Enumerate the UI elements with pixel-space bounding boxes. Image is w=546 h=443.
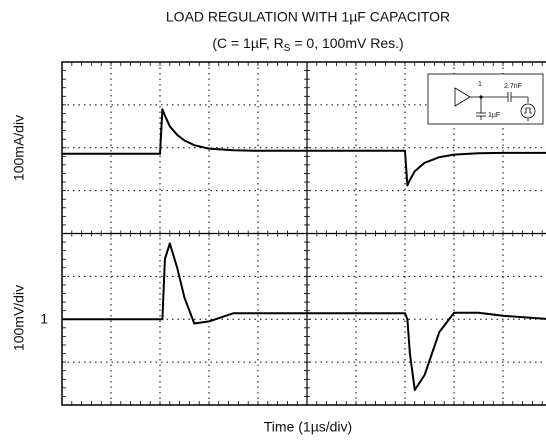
inset-label: 2.7nF [504,83,522,90]
chart-title: LOAD REGULATION WITH 1µF CAPACITOR [166,9,450,25]
x-axis-label: Time (1µs/div) [264,419,352,435]
trace [62,108,546,187]
inset-label: 1µF [488,112,500,119]
channel-marker: 1 [40,311,48,327]
y-axis-label: 100mV/div [11,285,27,351]
plot-border [61,61,546,406]
chart-subtitle: (C = 1µF, RS = 0, 100mV Res.) [212,35,403,54]
inset-label: 1 [478,81,482,88]
inset-schematic [427,73,544,125]
trace [62,242,546,391]
y-axis-label: 100mA/div [11,115,27,181]
